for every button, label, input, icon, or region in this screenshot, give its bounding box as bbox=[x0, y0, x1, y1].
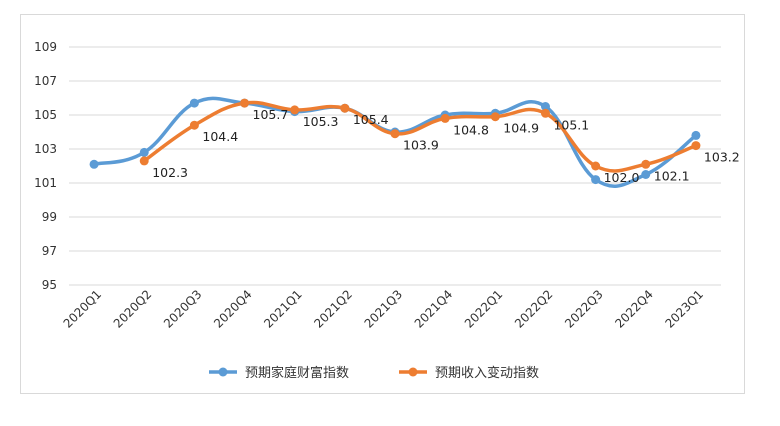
y-tick-label: 105 bbox=[34, 108, 57, 122]
series-2-point bbox=[591, 161, 601, 171]
x-axis-ticks: 2020Q1 2020Q2 2020Q3 2020Q4 2021Q1 2021Q2 2021… bbox=[61, 287, 706, 331]
series-1-point bbox=[189, 98, 199, 108]
chart-frame: 95 97 99 101 103 105 107 109 2020Q1 2020Q2 2020Q3… bbox=[20, 14, 745, 394]
series-1-point bbox=[641, 170, 651, 179]
x-tick-label: 2022Q4 bbox=[612, 287, 656, 331]
series-2-point bbox=[540, 108, 550, 118]
data-label: 104.4 bbox=[202, 129, 238, 144]
y-axis-ticks: 95 97 99 101 103 105 107 109 bbox=[34, 40, 57, 292]
y-tick-label: 99 bbox=[42, 210, 57, 224]
data-label: 103.2 bbox=[704, 150, 740, 165]
series-1-point bbox=[540, 102, 550, 111]
legend-label-2: 预期收入变动指数 bbox=[435, 365, 539, 381]
series-2-point bbox=[440, 113, 450, 123]
series-2-point bbox=[189, 120, 199, 130]
data-label: 102.1 bbox=[654, 168, 690, 183]
y-tick-label: 97 bbox=[42, 244, 57, 258]
data-labels: 102.3 104.4 105.7 105.3 105.4 103.9 104.8 104.9… bbox=[152, 107, 739, 185]
series-2-point bbox=[691, 141, 701, 151]
y-tick-label: 103 bbox=[34, 142, 57, 156]
series-2-point bbox=[490, 112, 500, 122]
series-1-point bbox=[139, 147, 149, 157]
x-tick-label: 2021Q3 bbox=[362, 287, 406, 331]
series-2-point bbox=[340, 103, 350, 113]
series-markers bbox=[89, 98, 701, 185]
data-label: 105.3 bbox=[303, 114, 339, 129]
legend: 预期家庭财富指数 预期收入变动指数 bbox=[209, 365, 539, 381]
series-2-point bbox=[139, 156, 149, 166]
x-tick-label: 2023Q1 bbox=[662, 287, 706, 331]
series-1-point bbox=[89, 159, 99, 169]
series-2-point bbox=[240, 98, 250, 108]
data-label: 104.9 bbox=[503, 121, 539, 136]
legend-marker-1 bbox=[218, 367, 228, 377]
x-tick-label: 2020Q1 bbox=[61, 287, 105, 331]
legend-label-1: 预期家庭财富指数 bbox=[245, 365, 349, 381]
x-tick-label: 2021Q1 bbox=[261, 287, 305, 331]
data-label: 102.3 bbox=[152, 165, 188, 180]
y-tick-label: 95 bbox=[42, 278, 57, 292]
line-chart: 95 97 99 101 103 105 107 109 2020Q1 2020Q2 2020Q3… bbox=[34, 40, 740, 381]
data-label: 105.7 bbox=[253, 107, 289, 122]
x-tick-label: 2021Q2 bbox=[311, 287, 355, 331]
y-tick-label: 109 bbox=[34, 40, 57, 54]
series-1-point bbox=[691, 130, 701, 140]
data-label: 103.9 bbox=[403, 138, 439, 153]
legend-marker-2 bbox=[408, 367, 418, 377]
x-tick-label: 2022Q2 bbox=[512, 287, 556, 331]
y-tick-label: 107 bbox=[34, 74, 57, 88]
series-2-point bbox=[290, 105, 300, 115]
series-1-point bbox=[591, 175, 601, 185]
x-tick-label: 2022Q1 bbox=[462, 287, 506, 331]
x-tick-label: 2020Q3 bbox=[161, 287, 205, 331]
data-label: 104.8 bbox=[453, 122, 489, 137]
data-label: 105.4 bbox=[353, 112, 389, 127]
series-2-point bbox=[641, 159, 651, 169]
x-tick-label: 2020Q4 bbox=[211, 287, 255, 331]
series-2-point bbox=[390, 129, 400, 139]
data-label: 102.0 bbox=[604, 170, 640, 185]
x-tick-label: 2020Q2 bbox=[111, 287, 155, 331]
y-tick-label: 101 bbox=[34, 176, 57, 190]
x-tick-label: 2021Q4 bbox=[412, 287, 456, 331]
x-tick-label: 2022Q3 bbox=[562, 287, 606, 331]
data-label: 105.1 bbox=[553, 117, 589, 132]
